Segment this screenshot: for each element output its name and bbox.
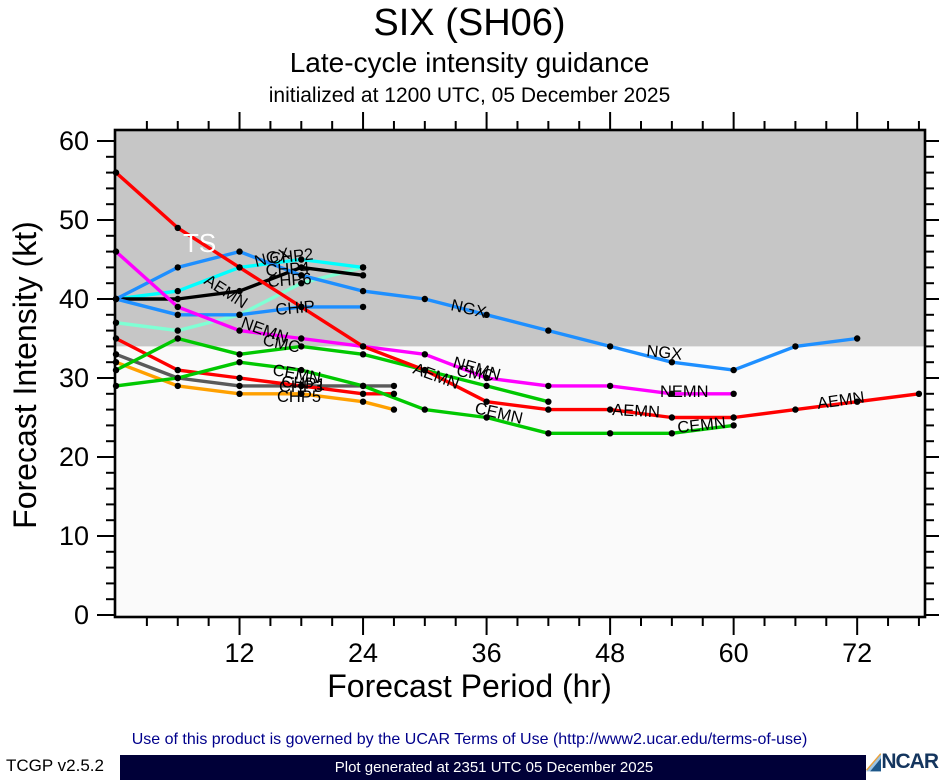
page-subtitle: Late-cycle intensity guidance xyxy=(289,47,650,78)
ncar-swoosh-icon xyxy=(866,752,882,771)
line-label-CHP2: CHP2 xyxy=(269,245,315,268)
generated-text: Plot generated at 2351 UTC 05 December 2… xyxy=(334,759,654,776)
y-tick-label: 10 xyxy=(59,521,89,551)
x-tick-label: 60 xyxy=(719,638,749,668)
y-tick-label: 50 xyxy=(59,205,89,235)
line-label-NEMN: NEMN xyxy=(660,383,709,401)
y-tick-label: 0 xyxy=(74,600,89,630)
x-tick-label: 48 xyxy=(595,638,625,668)
y-tick-label: 30 xyxy=(59,363,89,393)
line-label-CHP5: CHP5 xyxy=(277,388,321,406)
version-text: TCGP v2.5.2 xyxy=(6,756,104,775)
x-tick-label: 36 xyxy=(472,638,502,668)
series-CHP3 xyxy=(114,352,396,388)
terms-of-use-text: Use of this product is governed by the U… xyxy=(131,731,808,748)
series-CHP5 xyxy=(114,360,396,412)
y-tick-label: 40 xyxy=(59,284,89,314)
x-tick-label: 12 xyxy=(225,638,255,668)
y-tick-label: 60 xyxy=(59,126,89,156)
axis-ticks xyxy=(97,112,939,635)
x-axis-label: Forecast Period (hr) xyxy=(327,668,612,704)
ncar-logo: NCAR xyxy=(866,743,939,780)
y-axis-label: Forecast Intensity (kt) xyxy=(7,221,43,529)
line-label-NGX: NGX xyxy=(646,342,683,364)
x-tick-label: 24 xyxy=(348,638,378,668)
series-CHP1 xyxy=(114,336,396,396)
ncar-logo-text: NCAR xyxy=(881,749,939,773)
series-CMC xyxy=(114,336,551,404)
y-tick-label: 20 xyxy=(59,442,89,472)
line-label-CHP6: CHP6 xyxy=(267,270,312,291)
page-title: SIX (SH06) xyxy=(373,2,566,44)
line-label-CHP4: CHP4 xyxy=(265,259,310,280)
plot-background xyxy=(115,130,925,617)
init-time-line: initialized at 1200 UTC, 05 December 202… xyxy=(268,84,671,107)
series-AEMN xyxy=(114,170,921,420)
tick-labels: 12 24 36 48 60 72 0 10 20 30 40 50 60 xyxy=(59,126,872,668)
generated-bar: Plot generated at 2351 UTC 05 December 2… xyxy=(120,755,868,780)
line-label-CHIP: CHIP xyxy=(275,298,316,319)
line-label-TS: TS xyxy=(183,228,216,258)
plot-frame xyxy=(113,128,927,619)
line-label-CMC: CMC xyxy=(455,362,495,385)
line-label-CHP1: CHP1 xyxy=(281,373,326,394)
x-tick-label: 72 xyxy=(842,638,872,668)
line-label-CHP3: CHP3 xyxy=(279,378,323,396)
line-label-CEMN: CEMN xyxy=(677,414,727,437)
line-label-AEMN: AEMN xyxy=(612,401,661,421)
